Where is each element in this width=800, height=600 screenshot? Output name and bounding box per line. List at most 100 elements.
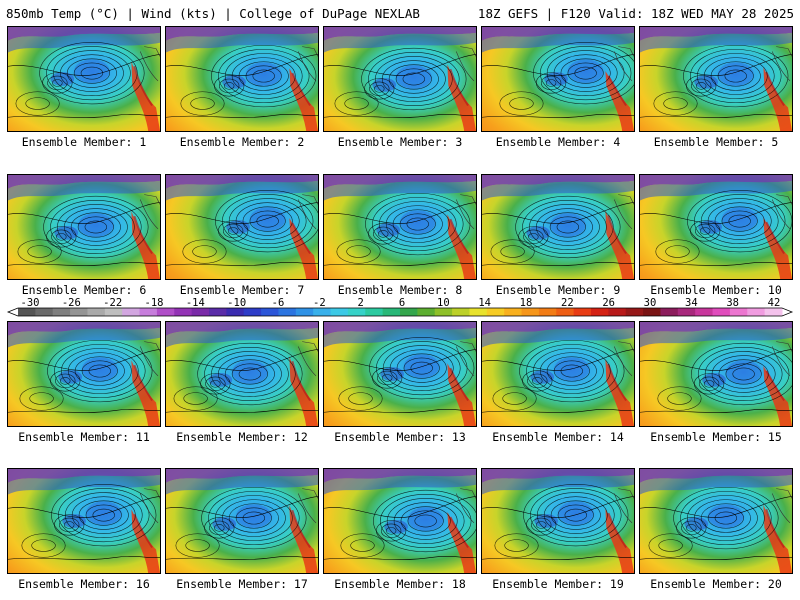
colorbar-swatch xyxy=(156,308,175,316)
ensemble-member-label: Ensemble Member: 2 xyxy=(179,135,305,149)
colorbar-tick-label: -6 xyxy=(272,297,285,309)
ensemble-member-label: Ensemble Member: 11 xyxy=(18,430,150,444)
ensemble-member-map xyxy=(165,26,319,132)
colorbar-swatch xyxy=(35,308,54,316)
ensemble-member-map xyxy=(165,174,319,280)
ensemble-member-map xyxy=(481,321,635,427)
colorbar-swatch xyxy=(677,308,696,316)
ensemble-member-label: Ensemble Member: 17 xyxy=(176,577,308,591)
colorbar-swatch xyxy=(209,308,227,316)
ensemble-member-label: Ensemble Member: 14 xyxy=(492,430,624,444)
colorbar-swatch xyxy=(452,308,470,316)
valid-time: 18Z GEFS | F120 Valid: 18Z WED MAY 28 20… xyxy=(477,6,794,21)
colorbar-swatch xyxy=(174,308,193,316)
ensemble-member-label: Ensemble Member: 1 xyxy=(21,135,147,149)
ensemble-member-label: Ensemble Member: 3 xyxy=(337,135,463,149)
colorbar-swatch xyxy=(521,308,540,316)
colorbar-swatch xyxy=(226,308,245,316)
colorbar-swatch xyxy=(469,308,488,316)
colorbar-tick-label: 14 xyxy=(478,297,491,309)
colorbar-swatch xyxy=(764,308,783,316)
ensemble-member-label: Ensemble Member: 16 xyxy=(18,577,150,591)
colorbar-swatch xyxy=(712,308,731,316)
colorbar-swatch xyxy=(504,308,523,316)
ensemble-member-label: Ensemble Member: 13 xyxy=(334,430,466,444)
colorbar-swatch xyxy=(122,308,141,316)
colorbar-tick-label: -30 xyxy=(21,297,40,309)
ensemble-member-map xyxy=(7,321,161,427)
ensemble-member-label: Ensemble Member: 20 xyxy=(650,577,782,591)
colorbar-swatch xyxy=(330,308,349,316)
colorbar-swatch xyxy=(538,308,557,316)
colorbar-swatch xyxy=(417,308,436,316)
colorbar-swatch xyxy=(278,308,297,316)
colorbar-swatch xyxy=(643,308,661,316)
colorbar-swatch xyxy=(18,308,36,316)
colorbar-swatch xyxy=(52,308,71,316)
ensemble-member-map xyxy=(323,26,477,132)
colorbar-tick-label: 26 xyxy=(602,297,615,309)
colorbar-tick-label: 2 xyxy=(358,297,364,309)
colorbar-tick-label: -22 xyxy=(103,297,122,309)
header: 850mb Temp (°C) | Wind (kts) | College o… xyxy=(0,0,800,24)
ensemble-member-map xyxy=(639,321,793,427)
colorbar-tick-label: 30 xyxy=(644,297,657,309)
colorbar-swatch xyxy=(261,308,279,316)
colorbar-swatch xyxy=(400,308,418,316)
ensemble-member-label: Ensemble Member: 8 xyxy=(337,283,463,297)
ensemble-member-label: Ensemble Member: 9 xyxy=(495,283,621,297)
ensemble-member-label: Ensemble Member: 4 xyxy=(495,135,621,149)
ensemble-member-map xyxy=(639,468,793,574)
colorbar-tick-label: 10 xyxy=(437,297,450,309)
colorbar-swatch xyxy=(87,308,106,316)
colorbar-swatch xyxy=(347,308,366,316)
ensemble-member-map xyxy=(7,468,161,574)
ensemble-member-map xyxy=(323,174,477,280)
ensemble-member-label: Ensemble Member: 10 xyxy=(650,283,782,297)
ensemble-member-label: Ensemble Member: 15 xyxy=(650,430,782,444)
colorbar-swatch xyxy=(70,308,88,316)
ensemble-member-label: Ensemble Member: 18 xyxy=(334,577,466,591)
colorbar-tick-label: 42 xyxy=(768,297,781,309)
colorbar-tick-label: -10 xyxy=(227,297,246,309)
ensemble-member-map xyxy=(323,468,477,574)
ensemble-member-map xyxy=(323,321,477,427)
colorbar-swatch xyxy=(573,308,592,316)
ensemble-member-map xyxy=(481,26,635,132)
colorbar-swatch xyxy=(591,308,609,316)
colorbar-swatch xyxy=(660,308,679,316)
colorbar-swatch xyxy=(365,308,384,316)
ensemble-member-map xyxy=(7,174,161,280)
colorbar-swatch xyxy=(104,308,123,316)
colorbar-outline xyxy=(6,307,794,317)
ensemble-member-label: Ensemble Member: 5 xyxy=(653,135,779,149)
colorbar-tick-label: -2 xyxy=(313,297,326,309)
ensemble-member-map xyxy=(481,174,635,280)
colorbar-swatch xyxy=(747,308,766,316)
product-title: 850mb Temp (°C) | Wind (kts) | College o… xyxy=(6,6,420,21)
ensemble-member-map xyxy=(165,468,319,574)
colorbar-swatch xyxy=(139,308,158,316)
ensemble-member-map xyxy=(7,26,161,132)
colorbar-swatch xyxy=(382,308,401,316)
colorbar-swatch xyxy=(625,308,644,316)
colorbar-swatch xyxy=(191,308,210,316)
colorbar-tick-label: 18 xyxy=(520,297,533,309)
colorbar-swatch xyxy=(556,308,575,316)
colorbar-swatch xyxy=(729,308,748,316)
colorbar-tick-label: 34 xyxy=(685,297,698,309)
colorbar-tick-label: -14 xyxy=(186,297,205,309)
colorbar-tick-label: 22 xyxy=(561,297,574,309)
colorbar-tick-label: -18 xyxy=(145,297,164,309)
ensemble-member-label: Ensemble Member: 6 xyxy=(21,283,147,297)
ensemble-member-map xyxy=(481,468,635,574)
colorbar-swatch xyxy=(295,308,314,316)
ensemble-member-map xyxy=(165,321,319,427)
colorbar-tick-label: -26 xyxy=(62,297,81,309)
colorbar-swatch xyxy=(313,308,332,316)
ensemble-member-label: Ensemble Member: 7 xyxy=(179,283,305,297)
colorbar-swatch xyxy=(243,308,262,316)
ensemble-member-label: Ensemble Member: 12 xyxy=(176,430,308,444)
colorbar-swatch xyxy=(434,308,453,316)
colorbar-tick-label: 6 xyxy=(399,297,405,309)
